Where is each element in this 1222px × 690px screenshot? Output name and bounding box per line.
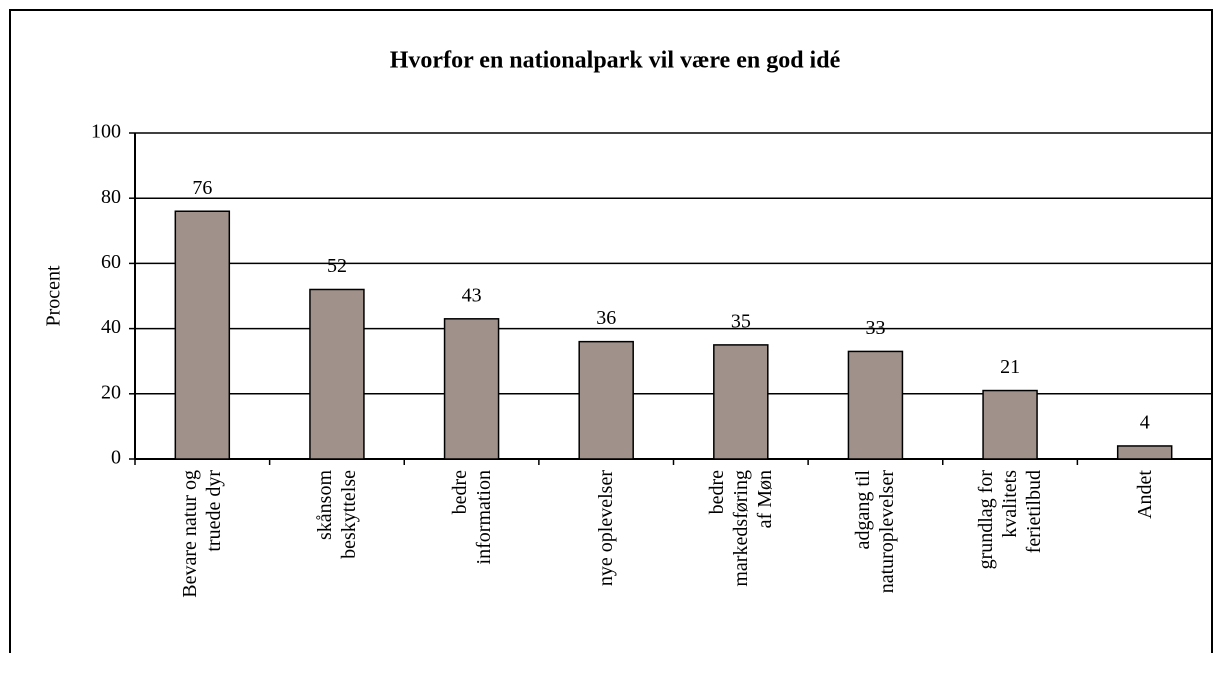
y-tick-label: 60 [101,251,121,273]
page: {"chart_data": {"type": "bar", "title": … [9,9,1213,653]
x-tick-label: bedre information [448,470,495,565]
chart-title: Hvorfor en nationalpark vil være en god … [390,48,841,74]
data-label: 35 [731,310,751,332]
data-label: 76 [192,177,212,199]
frame [9,9,1213,653]
data-label: 36 [596,307,616,329]
y-axis-label: Procent [43,265,65,327]
data-label: 33 [865,317,885,339]
bar [174,210,231,460]
x-tick-label: Bevare natur og truede dyr [179,470,226,598]
x-tick-label: bedre markedsføring af Møn [705,470,776,587]
bar [847,350,904,460]
y-tick-label: 20 [101,381,121,403]
y-tick-label: 0 [111,447,121,469]
x-tick-label: nye oplevelser [595,470,618,587]
bar [982,389,1038,460]
bar [713,344,769,460]
data-label: 4 [1140,412,1150,434]
bar [1116,445,1173,460]
chart: Hvorfor en nationalpark vil være en god … [9,9,1213,653]
y-tick-label: 80 [101,186,121,208]
bar [443,318,500,460]
bar [578,340,634,460]
bar [309,288,365,460]
y-tick-label: 40 [101,316,121,338]
data-label: 52 [327,255,347,277]
x-tick-label: grundlag for kvalitets ferietilbud [975,470,1046,570]
y-tick-label: 100 [91,121,121,143]
data-label: 43 [462,284,482,306]
x-tick-label: skånsom beskyttelse [313,470,360,559]
x-tick-label: adgang til naturoplevelser [852,470,899,594]
data-label: 21 [1000,356,1020,378]
x-tick-label: Andet [1133,470,1156,519]
